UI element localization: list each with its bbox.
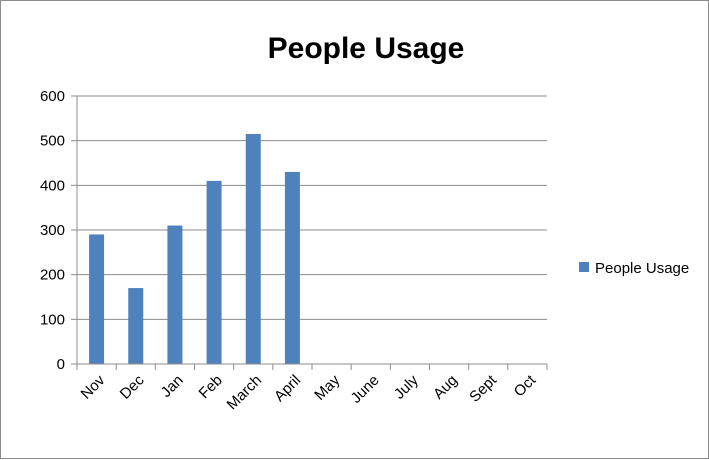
y-tick-label: 300 bbox=[40, 222, 65, 239]
bar bbox=[284, 171, 300, 364]
bar bbox=[245, 133, 261, 364]
y-tick-label: 100 bbox=[40, 311, 65, 328]
x-tick-label: May bbox=[311, 371, 343, 403]
x-tick-label: June bbox=[348, 372, 383, 407]
legend-label: People Usage bbox=[595, 260, 689, 277]
bars bbox=[89, 133, 300, 364]
bar bbox=[206, 180, 222, 364]
x-tick-label: April bbox=[271, 372, 304, 405]
x-tick-label: Jan bbox=[158, 372, 187, 401]
y-tick-label: 500 bbox=[40, 133, 65, 150]
x-tick-label: Nov bbox=[78, 371, 109, 402]
chart-title: People Usage bbox=[268, 32, 465, 65]
bar bbox=[128, 288, 144, 364]
y-tick-label: 200 bbox=[40, 267, 65, 284]
legend: People Usage bbox=[579, 260, 689, 277]
x-tick-label: Sept bbox=[466, 371, 500, 405]
bar bbox=[89, 234, 105, 364]
bar bbox=[167, 225, 183, 364]
x-tick-label: Dec bbox=[117, 371, 148, 402]
x-tick-label: Feb bbox=[196, 372, 226, 402]
y-tick-label: 400 bbox=[40, 177, 65, 194]
gridlines bbox=[77, 95, 547, 320]
x-tick-label: March bbox=[224, 372, 265, 413]
x-tick-label: Oct bbox=[511, 371, 540, 400]
y-tick-label: 600 bbox=[40, 88, 65, 105]
legend-swatch bbox=[579, 262, 589, 272]
x-tick-label: Aug bbox=[430, 372, 461, 403]
y-axis-ticks: 0 100 200 300 400 500 600 bbox=[40, 88, 77, 373]
x-tick-label: July bbox=[391, 371, 422, 402]
y-tick-label: 0 bbox=[57, 356, 65, 373]
